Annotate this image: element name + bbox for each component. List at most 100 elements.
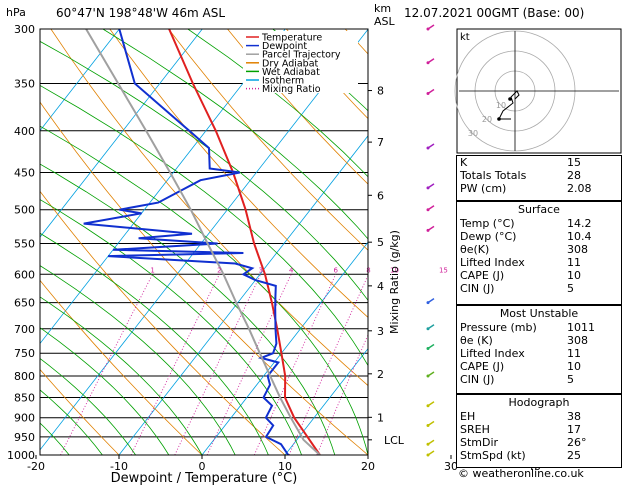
mu-li-value: 11 xyxy=(567,347,581,360)
mixing-ratio-label: 1 xyxy=(150,266,154,274)
index-row-tt: Totals Totals 28 xyxy=(457,169,621,182)
dry-adiabat-line xyxy=(40,368,120,455)
mixing-ratio-axis-label: Mixing Ratio (g/kg) xyxy=(388,230,401,334)
wind-barb-dot xyxy=(426,404,430,408)
tt-value: 28 xyxy=(567,169,581,182)
surface-cape-value: 10 xyxy=(567,269,581,282)
mixing-ratio-line xyxy=(174,274,262,455)
wind-barb-dot xyxy=(426,346,430,350)
dry-adiabat-line xyxy=(227,29,368,185)
surface-row-cin: CIN (J) 5 xyxy=(457,282,621,295)
wet-adiabat-line xyxy=(40,163,336,455)
km-tick-label: 7 xyxy=(377,136,384,149)
isotherm-line xyxy=(201,241,368,455)
dry-adiabat-line xyxy=(40,190,286,455)
temp-tick-label: -20 xyxy=(27,460,45,473)
mu-row-li: Lifted Index 11 xyxy=(457,347,621,360)
index-row-pw: PW (cm) 2.08 xyxy=(457,182,621,195)
km-tick-label: 6 xyxy=(377,189,384,202)
eh-value: 38 xyxy=(567,410,581,423)
legend-label: Wet Adiabat xyxy=(262,67,320,78)
km-tick-label: 4 xyxy=(377,280,384,293)
wet-adiabat-line xyxy=(40,199,302,455)
mu-row-cin: CIN (J) 5 xyxy=(457,373,621,386)
wind-barb-dot xyxy=(426,301,430,305)
isotherm-line xyxy=(40,29,203,238)
hodograph-point xyxy=(497,117,501,121)
isotherm-line xyxy=(40,29,286,345)
pw-value: 2.08 xyxy=(567,182,592,195)
surface-title: Surface xyxy=(518,203,560,216)
pressure-tick-label: 600 xyxy=(14,268,35,281)
hodograph-unit-label: kt xyxy=(460,32,470,43)
temp-tick-label: 10 xyxy=(278,460,292,473)
isotherm-line xyxy=(284,347,368,455)
hpa-unit-label: hPa xyxy=(6,6,26,19)
index-row-k: K 15 xyxy=(457,156,621,169)
wind-barb-dot xyxy=(426,453,430,457)
dry-adiabat-line xyxy=(109,29,368,318)
hodo-row-stmdir: StmDir 26° xyxy=(457,436,621,449)
mu-theta-label: θe (K) xyxy=(460,334,493,347)
wind-barb-dot xyxy=(426,61,430,65)
mixing-ratio-line xyxy=(130,274,220,455)
mixing-ratio-line xyxy=(369,274,444,455)
most-unstable-title: Most Unstable xyxy=(499,307,579,320)
mu-row-pressure: Pressure (mb) 1011 xyxy=(457,321,621,334)
x-axis-label: Dewpoint / Temperature (°C) xyxy=(111,471,298,486)
mu-pressure-label: Pressure (mb) xyxy=(460,321,537,334)
mixing-ratio-line xyxy=(253,274,337,455)
mu-row-cape: CAPE (J) 10 xyxy=(457,360,621,373)
km-tick-label: 2 xyxy=(377,368,384,381)
dry-adiabat-line xyxy=(40,101,368,455)
wet-adiabat-line xyxy=(40,40,368,301)
mixing-ratio-label: 6 xyxy=(333,266,338,274)
wind-barb-dot xyxy=(426,228,430,232)
wet-adiabat-line xyxy=(40,357,136,455)
mu-theta-value: 308 xyxy=(567,334,588,347)
mixing-ratio-line xyxy=(60,274,153,455)
hodograph-title: Hodograph xyxy=(508,396,570,409)
tt-label: Totals Totals xyxy=(460,169,527,182)
stmspd-value: 25 xyxy=(567,449,581,462)
mixing-ratio-label: 4 xyxy=(289,266,294,274)
hodograph: kt 10 20 30 xyxy=(454,28,622,154)
wet-adiabat-line xyxy=(40,84,368,367)
surface-temp-label: Temp (°C) xyxy=(460,217,515,230)
mu-cape-value: 10 xyxy=(567,360,581,373)
temp-tick-label: 20 xyxy=(361,460,375,473)
hodograph-panel: Hodograph EH 38 SREH 17 StmDir 26° StmSpd (… xyxy=(456,394,622,468)
surface-cape-label: CAPE (J) xyxy=(460,269,505,282)
surface-row-cape: CAPE (J) 10 xyxy=(457,269,621,282)
legend-label: Dry Adiabat xyxy=(262,58,319,69)
wind-barb-dot xyxy=(426,27,430,31)
surface-temp-value: 14.2 xyxy=(567,217,592,230)
pressure-tick-label: 650 xyxy=(14,297,35,310)
mixing-ratio-label: 10 xyxy=(390,266,399,274)
surface-row-dewp: Dewp (°C) 10.4 xyxy=(457,230,621,243)
km-tick-label: 8 xyxy=(377,85,384,98)
surface-cin-value: 5 xyxy=(567,282,574,295)
pressure-tick-label: 550 xyxy=(14,237,35,250)
pw-label: PW (cm) xyxy=(460,182,507,195)
asl-unit-label: ASL xyxy=(374,15,396,28)
temp-tick-label: -10 xyxy=(110,460,128,473)
pressure-tick-label: 700 xyxy=(14,323,35,336)
pressure-tick-label: 300 xyxy=(14,23,35,36)
mu-cin-label: CIN (J) xyxy=(460,373,495,386)
wind-barb-dot xyxy=(426,146,430,150)
hodograph-storm-motion xyxy=(508,97,512,101)
k-value: 15 xyxy=(567,156,581,169)
mixing-ratio-line xyxy=(288,274,368,455)
stmdir-value: 26° xyxy=(567,436,587,449)
series-parcel-trajectory xyxy=(85,29,321,455)
surface-row-temp: Temp (°C) 14.2 xyxy=(457,217,621,230)
k-label: K xyxy=(460,156,468,169)
wet-adiabat-line xyxy=(40,327,170,455)
pressure-tick-label: 850 xyxy=(14,391,35,404)
dry-adiabat-line xyxy=(40,279,203,455)
temp-tick-label: 0 xyxy=(199,460,206,473)
wet-adiabat-line xyxy=(187,29,368,178)
